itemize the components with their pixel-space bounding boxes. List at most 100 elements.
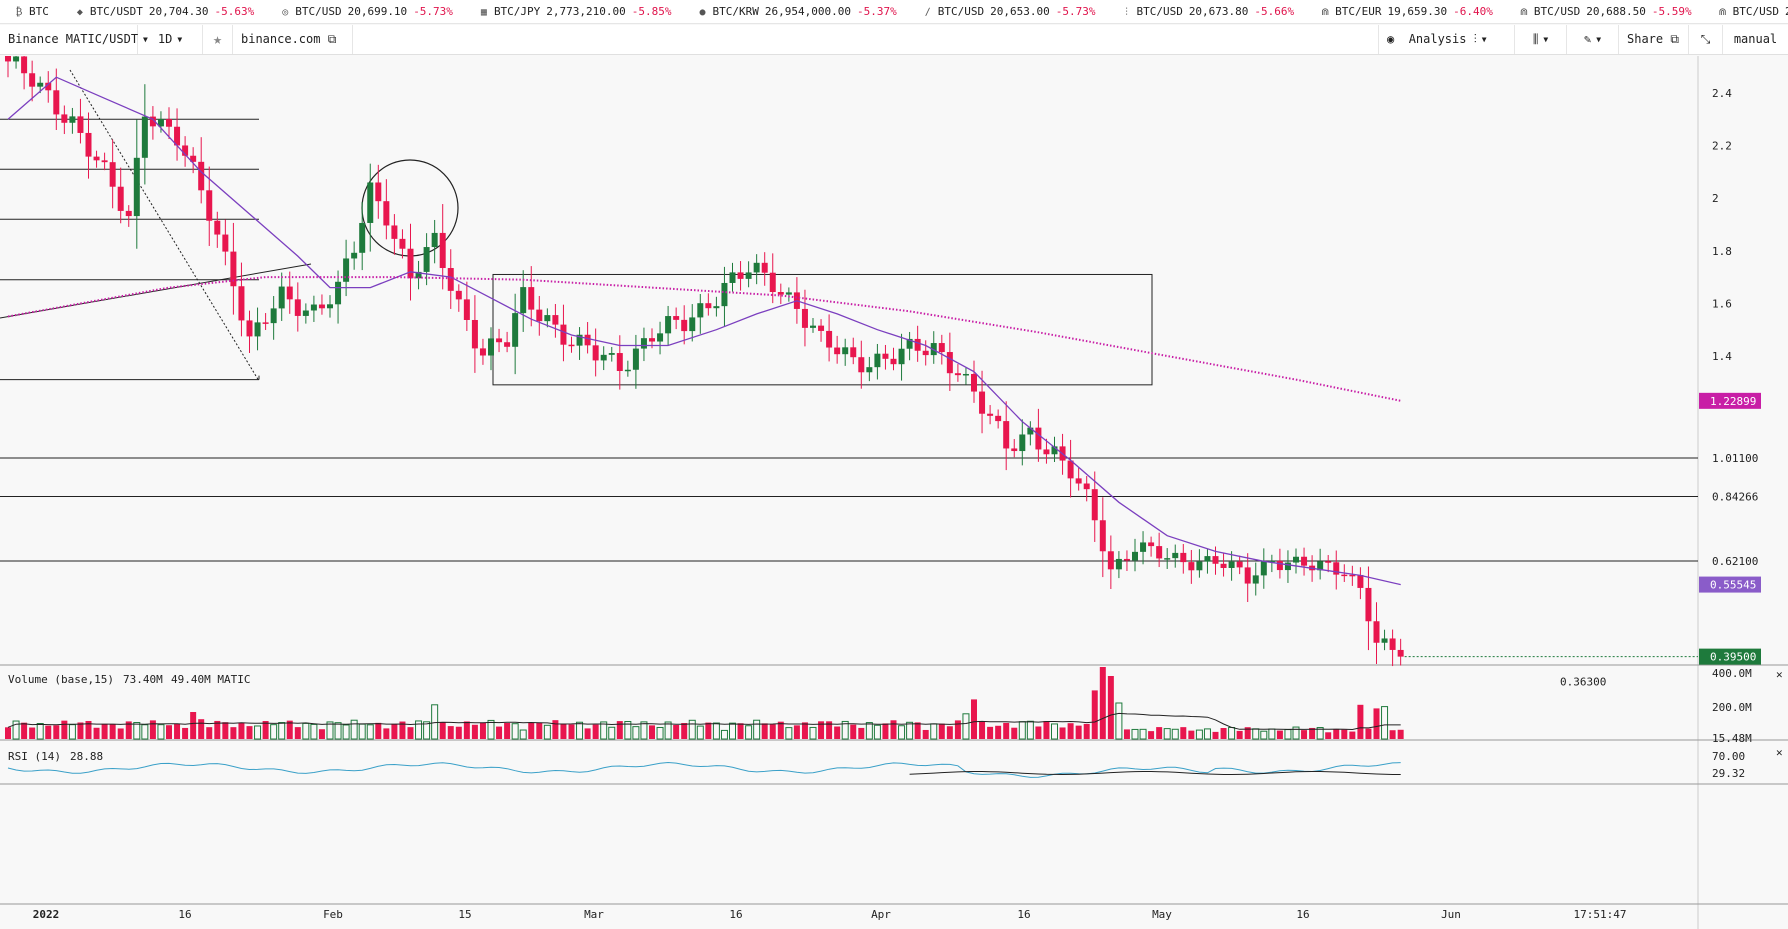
candle-body[interactable] [310,304,317,311]
candle-body[interactable] [1325,561,1332,563]
symbol-selector[interactable]: Binance MATIC/USDT ▼ [0,25,148,54]
candle-body[interactable] [657,333,664,342]
candle-body[interactable] [616,353,623,371]
candle-body[interactable] [1027,427,1034,435]
candle-body[interactable] [1148,542,1155,547]
candle-body[interactable] [391,225,398,239]
candle-body[interactable] [254,322,261,337]
candle-body[interactable] [1244,567,1251,584]
favorite-star-icon[interactable]: ★ [203,25,233,54]
chart-type-button[interactable]: ⫼ ▼ [1514,25,1566,54]
candle-body[interactable] [592,345,599,361]
candle-body[interactable] [801,308,808,328]
candle-body[interactable] [1204,556,1211,562]
candle-body[interactable] [1099,520,1106,552]
candle-body[interactable] [335,281,342,305]
candle-body[interactable] [1067,460,1074,479]
candle-body[interactable] [1003,421,1010,449]
candle-body[interactable] [278,286,285,309]
candle-body[interactable] [1373,621,1380,643]
candle-body[interactable] [117,186,124,211]
candle-body[interactable] [962,373,969,376]
candle-body[interactable] [1083,483,1090,490]
candle-body[interactable] [930,343,937,356]
candle-body[interactable] [286,286,293,300]
draw-tool-button[interactable]: ✎ ▼ [1566,25,1618,54]
candle-body[interactable] [810,325,816,328]
candle-body[interactable] [1212,556,1219,564]
candle-body[interactable] [133,157,140,217]
interval-selector[interactable]: 1D ▼ [138,25,203,54]
candle-body[interactable] [1236,561,1243,568]
ticker-item[interactable]: ▦ BTC/JPY 2,773,210.00 -5.85% [479,0,672,23]
candle-body[interactable] [842,347,849,355]
candle-body[interactable] [230,251,237,287]
candle-body[interactable] [182,145,189,156]
candle-body[interactable] [1301,556,1308,566]
candle-body[interactable] [520,287,527,314]
candle-body[interactable] [673,316,680,320]
candle-body[interactable] [166,119,172,127]
mode-button[interactable]: manual [1722,25,1788,54]
candle-body[interactable] [93,156,100,161]
candle-body[interactable] [1365,587,1372,622]
candle-body[interactable] [479,348,486,356]
candle-body[interactable] [1284,562,1291,571]
candle-body[interactable] [1051,446,1058,455]
ticker-item[interactable]: ◎ BTC/USD 20,699.10 -5.73% [280,0,453,23]
candle-body[interactable] [1180,552,1187,563]
candle-body[interactable] [753,262,760,273]
candle-body[interactable] [1357,574,1364,588]
candle-body[interactable] [1164,558,1171,560]
candle-body[interactable] [1019,434,1026,452]
candle-body[interactable] [624,369,631,372]
source-link[interactable]: binance.com ⧉ [233,25,353,54]
candle-body[interactable] [979,391,986,414]
candle-body[interactable] [971,373,977,392]
candle-body[interactable] [85,132,92,157]
ticker-item[interactable]: ₿ BTC [14,0,49,23]
trend-line[interactable] [0,263,312,319]
candle-body[interactable] [568,344,575,347]
candle-body[interactable] [455,290,462,300]
candle-body[interactable] [327,304,333,309]
candle-body[interactable] [439,232,446,269]
ticker-item[interactable]: ⫶ BTC/USD 20,673.80 -5.66% [1121,0,1294,23]
candle-body[interactable] [423,247,430,272]
candle-body[interactable] [238,286,245,321]
candle-body[interactable] [415,271,422,279]
candle-body[interactable] [528,287,535,310]
candle-body[interactable] [1196,561,1203,571]
candle-body[interactable] [898,348,905,365]
candle-body[interactable] [777,292,784,295]
candle-body[interactable] [665,316,672,334]
candle-body[interactable] [5,56,11,62]
candle-body[interactable] [53,90,60,115]
candle-body[interactable] [1333,562,1340,575]
candle-body[interactable] [77,116,84,133]
candle-body[interactable] [504,342,511,347]
candle-body[interactable] [834,347,841,355]
candle-body[interactable] [995,415,1002,422]
candle-body[interactable] [1397,649,1404,657]
candle-body[interactable] [882,353,889,359]
candle-body[interactable] [1043,449,1050,455]
candle-body[interactable] [858,357,865,373]
analysis-button[interactable]: ◉ Analysis ⫶ ▼ [1378,25,1514,54]
candle-body[interactable] [351,252,358,259]
candle-body[interactable] [584,334,591,346]
candle-body[interactable] [45,82,52,91]
candle-body[interactable] [375,182,382,202]
candle-body[interactable] [785,292,792,295]
candle-body[interactable] [1381,638,1388,643]
candle-body[interactable] [109,162,116,187]
candle-body[interactable] [826,330,833,348]
candle-body[interactable] [721,282,728,307]
candle-body[interactable] [737,272,744,279]
candle-body[interactable] [246,320,253,337]
candle-body[interactable] [512,313,519,347]
candle-body[interactable] [1172,552,1179,559]
close-pane-icon[interactable]: ✕ [1776,746,1783,759]
candle-body[interactable] [69,116,76,123]
candle-body[interactable] [214,220,221,235]
